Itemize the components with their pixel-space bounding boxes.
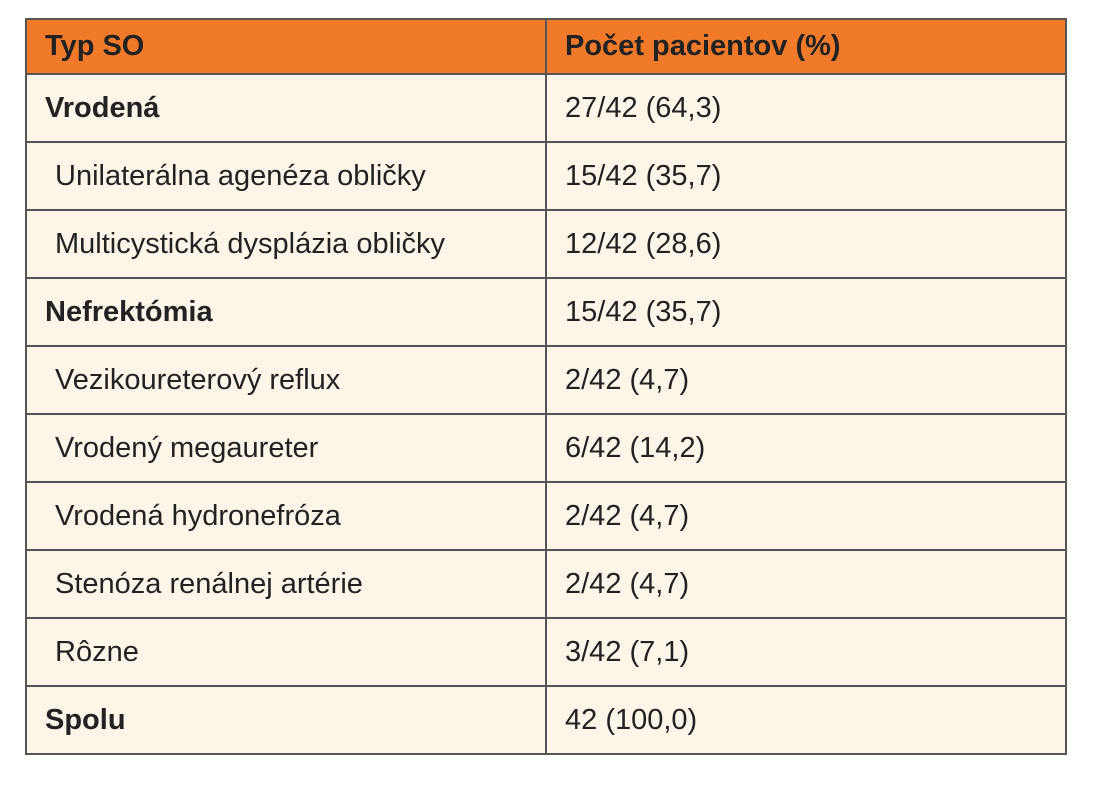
cell: Vrodená hydronefróza — [25, 481, 547, 551]
row: Multicystická dysplázia obličky 12/42 (28… — [25, 209, 1067, 279]
cell: 42 (100,0) — [545, 685, 1067, 755]
cell: 27/42 (64,3) — [545, 73, 1067, 143]
row: Vrodená 27/42 (64,3) — [25, 73, 1067, 143]
header-cell: Počet pacientov (%) — [545, 18, 1067, 75]
row: Rôzne 3/42 (7,1) — [25, 617, 1067, 687]
cell: Vrodená — [25, 73, 547, 143]
cell: Rôzne — [25, 617, 547, 687]
cell: 2/42 (4,7) — [545, 549, 1067, 619]
cell: Spolu — [25, 685, 547, 755]
row: Spolu 42 (100,0) — [25, 685, 1067, 755]
cell: 15/42 (35,7) — [545, 141, 1067, 211]
cell: 2/42 (4,7) — [545, 481, 1067, 551]
row: Nefrektómia 15/42 (35,7) — [25, 277, 1067, 347]
cell: Nefrektómia — [25, 277, 547, 347]
header-cell: Typ SO — [25, 18, 547, 75]
cell: 12/42 (28,6) — [545, 209, 1067, 279]
row: Stenóza renálnej artérie 2/42 (4,7) — [25, 549, 1067, 619]
cell: Vrodený megaureter — [25, 413, 547, 483]
cell: Stenóza renálnej artérie — [25, 549, 547, 619]
cell: Vezikoureterový reflux — [25, 345, 547, 415]
row: Vrodený megaureter 6/42 (14,2) — [25, 413, 1067, 483]
cell: 15/42 (35,7) — [545, 277, 1067, 347]
cell: Unilaterálna agenéza obličky — [25, 141, 547, 211]
table: Typ SO Počet pacientov (%) Vrodená 27/42 … — [25, 18, 1067, 755]
cell: Multicystická dysplázia obličky — [25, 209, 547, 279]
header-row: Typ SO Počet pacientov (%) — [25, 18, 1067, 75]
cell: 3/42 (7,1) — [545, 617, 1067, 687]
row: Vrodená hydronefróza 2/42 (4,7) — [25, 481, 1067, 551]
cell: 6/42 (14,2) — [545, 413, 1067, 483]
row: Vezikoureterový reflux 2/42 (4,7) — [25, 345, 1067, 415]
row: Unilaterálna agenéza obličky 15/42 (35,7) — [25, 141, 1067, 211]
cell: 2/42 (4,7) — [545, 345, 1067, 415]
